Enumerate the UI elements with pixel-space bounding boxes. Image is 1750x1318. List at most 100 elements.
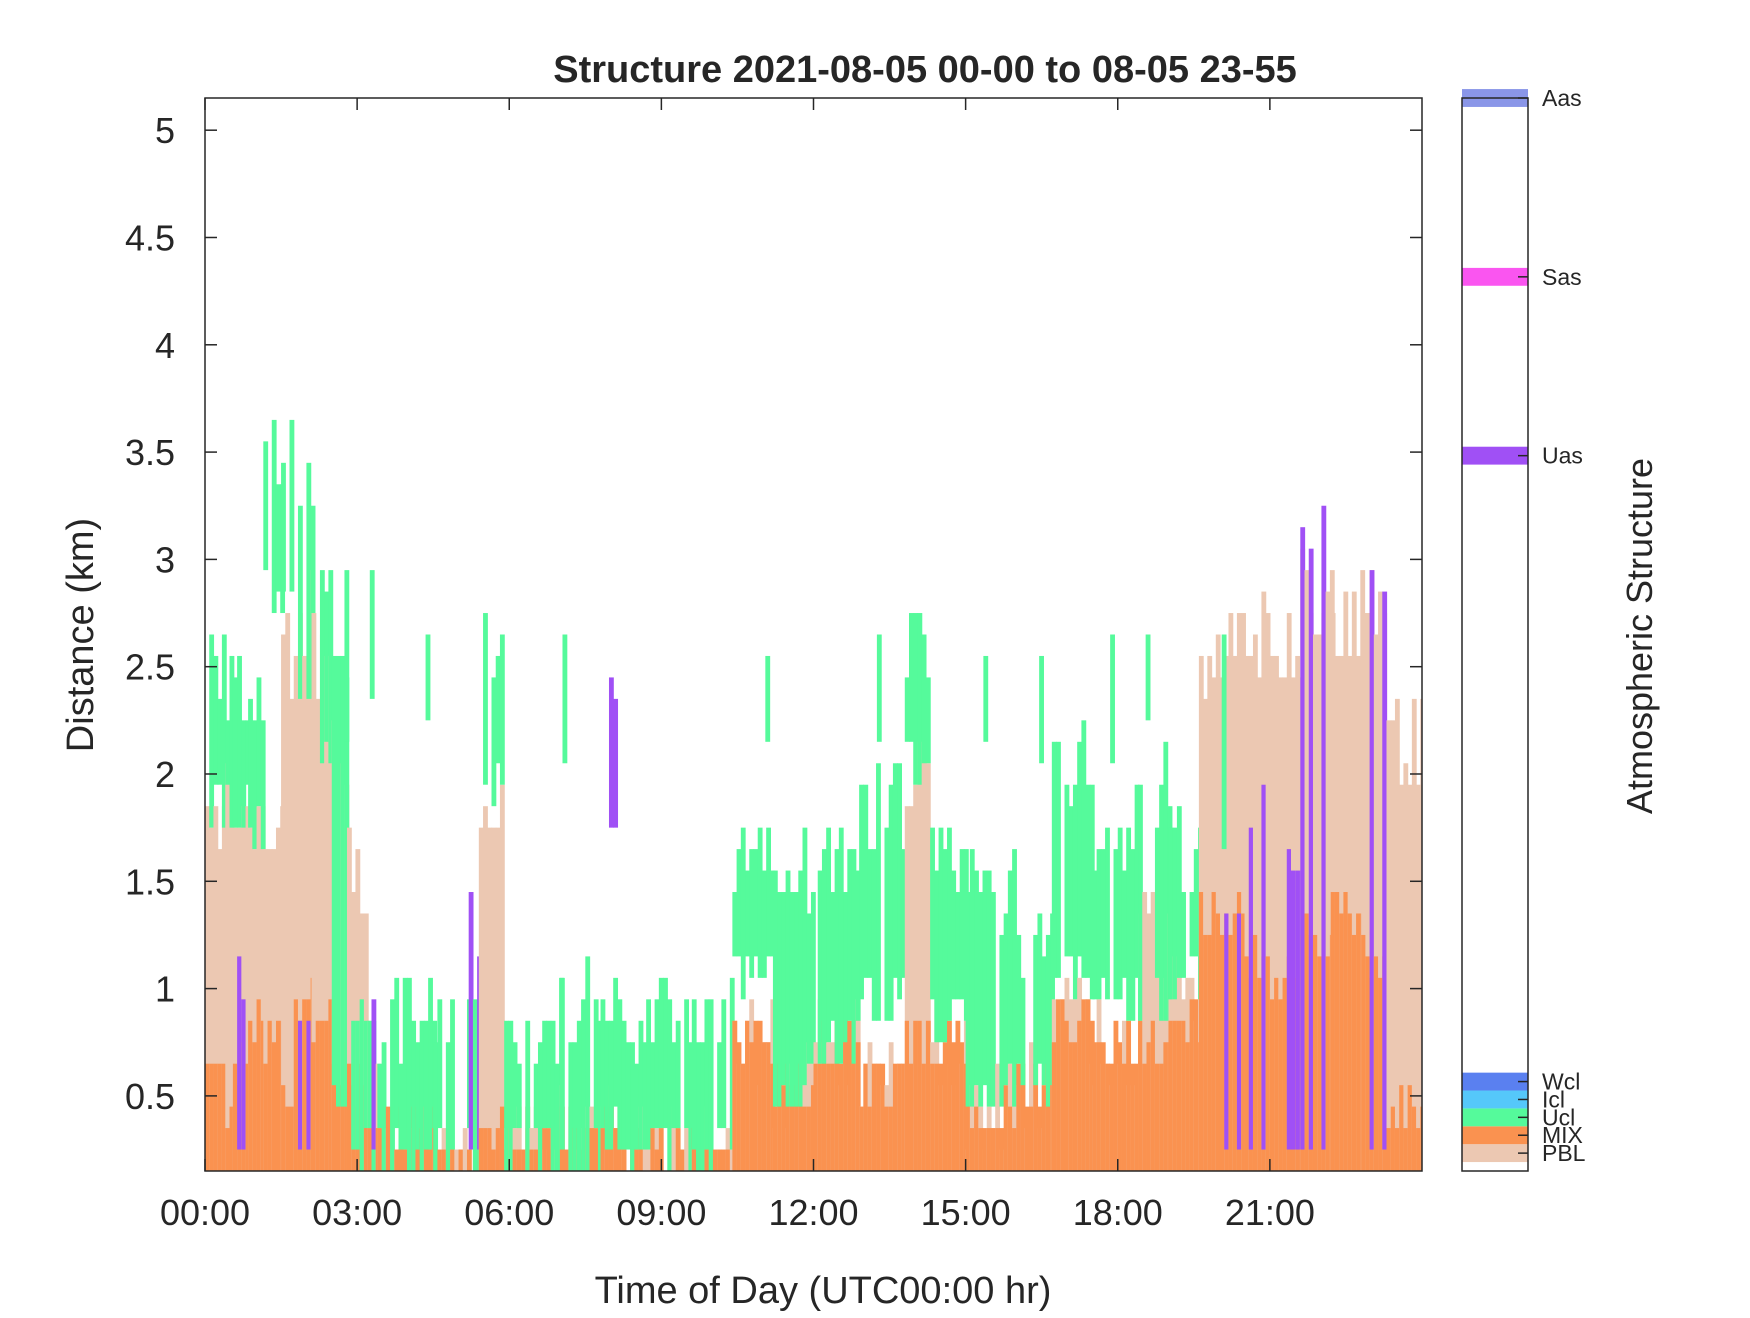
mix-cell — [487, 1128, 493, 1171]
mix-cell — [346, 1063, 352, 1171]
ucl-cell — [942, 849, 948, 1043]
mix-cell — [1185, 1042, 1191, 1171]
ucl-cell — [826, 827, 832, 1043]
pbl-cell — [646, 1149, 651, 1171]
y-axis-label: Distance (km) — [60, 518, 102, 752]
mix-cell — [1411, 1106, 1417, 1171]
mix-cell — [458, 1149, 464, 1171]
mix-cell — [863, 1063, 869, 1171]
ucl-cell — [1105, 827, 1110, 1000]
ucl-cell — [621, 1020, 627, 1150]
ucl-cell — [217, 698, 223, 785]
ucl-cell — [344, 677, 350, 1107]
mix-cell — [1163, 1042, 1169, 1171]
mix-cell — [806, 1106, 812, 1171]
mix-cell — [385, 1106, 391, 1171]
pbl-cell — [462, 1128, 468, 1171]
mix-cell — [802, 1106, 808, 1171]
mix-cell — [930, 1063, 935, 1171]
ucl-cell — [604, 1020, 610, 1150]
mix-cell — [1399, 1085, 1405, 1171]
ucl-cell — [732, 892, 738, 957]
ucl-cell — [1033, 934, 1039, 1086]
mix-cell — [593, 1128, 599, 1171]
mix-cell — [650, 1128, 656, 1171]
mix-cell — [229, 1106, 235, 1171]
ucl-cell — [798, 870, 804, 1107]
pbl-cell — [491, 827, 497, 1171]
x-tick-label: 18:00 — [1073, 1192, 1163, 1233]
ucl-cell — [1092, 870, 1098, 1000]
ucl-cell — [913, 613, 919, 785]
pbl-cell — [1142, 892, 1148, 1171]
ucl-cell — [821, 849, 827, 1064]
ucl-cell — [1064, 784, 1070, 957]
ucl-cell — [965, 892, 971, 1107]
pbl-cell — [256, 806, 262, 1171]
pbl-cell — [995, 1063, 1001, 1171]
ucl-cell — [351, 1020, 357, 1150]
mix-cell — [634, 1149, 640, 1171]
ucl-cell — [671, 1042, 677, 1129]
mix-cell — [1220, 934, 1225, 1171]
mix-cell — [770, 1063, 776, 1171]
ucl-cell — [297, 505, 303, 699]
mix-cell — [888, 1106, 894, 1171]
pbl-cell — [1411, 698, 1417, 1171]
mix-cell — [969, 1128, 975, 1171]
ucl-cell — [1068, 806, 1074, 957]
ucl-cell — [423, 1020, 429, 1150]
mix-cell — [1265, 956, 1271, 1171]
mix-cell — [959, 1042, 965, 1171]
ucl-streak — [425, 634, 431, 721]
x-tick-label: 15:00 — [921, 1192, 1011, 1233]
mix-cell — [328, 999, 334, 1171]
pbl-cell — [252, 849, 258, 1171]
mix-cell — [1198, 892, 1204, 1171]
mix-cell — [826, 1063, 832, 1171]
ucl-cell — [340, 655, 346, 1107]
pbl-cell — [229, 806, 235, 1171]
mix-cell — [1378, 977, 1383, 1171]
mix-cell — [810, 1085, 816, 1171]
ucl-cell — [394, 977, 400, 1129]
ucl-cell — [704, 999, 710, 1150]
ucl-cell — [990, 892, 996, 1107]
ucl-cell — [554, 1063, 560, 1171]
ucl-cell — [306, 462, 312, 699]
ucl-cell — [625, 1042, 631, 1150]
mix-cell — [789, 1085, 795, 1171]
ucl-cell — [324, 591, 329, 742]
colorbar-tick-label: MIX — [1542, 1122, 1583, 1148]
pbl-cell — [225, 763, 231, 1171]
colorbar-background — [1462, 98, 1528, 1171]
uas-cell — [1291, 870, 1296, 1150]
mix-cell — [1207, 934, 1213, 1171]
mix-cell — [319, 1020, 325, 1171]
ucl-cell — [806, 913, 812, 1064]
ucl-cell — [717, 1042, 722, 1129]
mix-cell — [1339, 913, 1345, 1171]
mix-cell — [315, 1020, 321, 1171]
mix-cell — [938, 1063, 944, 1171]
ucl-cell — [888, 784, 894, 1021]
mix-cell — [880, 1063, 886, 1171]
pbl-cell — [1365, 613, 1371, 1171]
ucl-cell — [729, 977, 735, 1150]
ucl-cell — [663, 977, 668, 1129]
mix-cell — [679, 1149, 685, 1171]
ucl-cell — [390, 999, 395, 1171]
ucl-cell — [761, 870, 767, 978]
mix-cell — [428, 1149, 433, 1171]
y-tick-label: 1.5 — [125, 861, 175, 902]
mix-cell — [213, 1063, 219, 1171]
mix-cell — [753, 1020, 759, 1171]
mix-cell — [794, 1085, 799, 1171]
mix-cell — [1228, 934, 1234, 1171]
pbl-cell — [1154, 892, 1160, 1171]
ucl-cell — [428, 977, 433, 1150]
ucl-cell — [867, 849, 873, 978]
pbl-cell — [1278, 677, 1284, 1171]
pbl-cell — [241, 806, 247, 1171]
ucl-cell — [450, 999, 455, 1150]
